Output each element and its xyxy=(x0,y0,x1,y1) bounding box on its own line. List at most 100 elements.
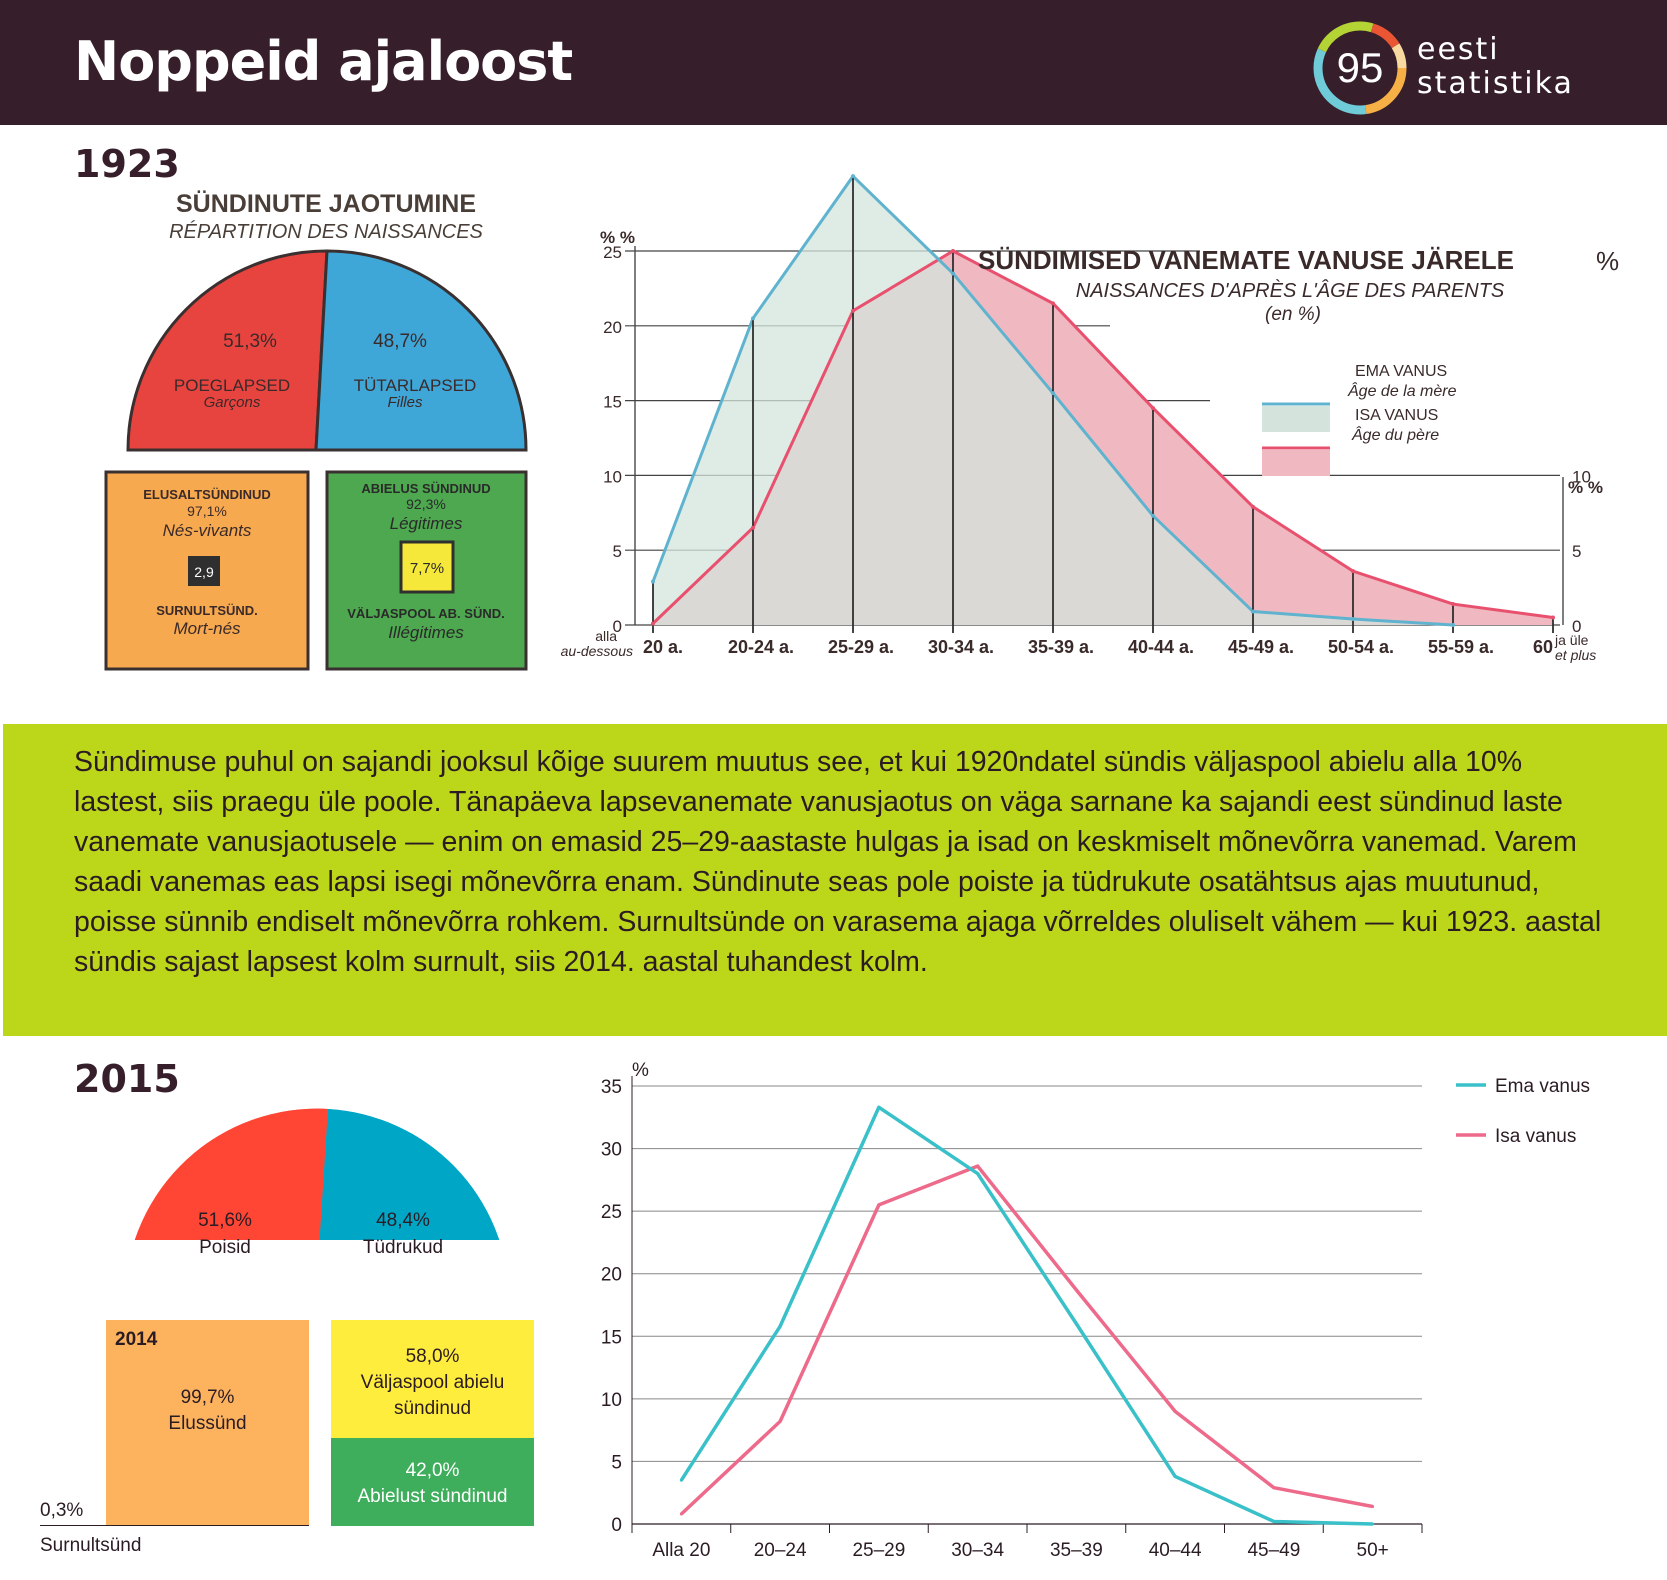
chart-1923-x-tick: 50-54 a. xyxy=(1328,637,1394,657)
chart-2015-point xyxy=(1074,1288,1078,1292)
logo-text-2: statistika xyxy=(1417,66,1574,101)
chart-2015-point xyxy=(976,1164,980,1168)
pie-2015-girls-slice-fill xyxy=(319,1109,500,1240)
pie-2015-labels xyxy=(134,1108,500,1240)
chart-2015-point xyxy=(976,1172,980,1176)
pie-1923-girls-slice xyxy=(314,249,528,452)
box-1923-out-label: VÄLJASPOOL AB. SÜND. xyxy=(347,606,504,621)
chart-1923-y-tick: 20 xyxy=(603,318,622,337)
chart-1923-point xyxy=(1151,406,1155,411)
chart-1923-legend-father: ISA VANUS xyxy=(1355,407,1438,424)
chart-2015-y-tick: 30 xyxy=(601,1140,622,1161)
chart-1923-x-last-2: et plus xyxy=(1555,647,1596,663)
box-2015-live xyxy=(106,1320,309,1526)
chart-1923-y-tick-right: 5 xyxy=(1572,542,1581,561)
still-label: Surnultsünd xyxy=(40,1535,142,1556)
pie-1923-boys-slice xyxy=(126,249,329,452)
chart-1923-x-tick: 60 xyxy=(1533,637,1553,657)
chart-2015-y-tick: 10 xyxy=(601,1390,622,1411)
chart-1923-point xyxy=(851,174,855,179)
box-1923-still-label: SURNULTSÜND. xyxy=(156,603,258,618)
chart-1923-x-tick: 20-24 a. xyxy=(728,637,794,657)
chart-2015-y-tick: 20 xyxy=(601,1265,622,1286)
header: Noppeid ajaloost 95 eesti statistika xyxy=(0,0,1667,125)
pie-1923-girls-label: TÜTARLAPSED xyxy=(354,376,477,395)
chart-1923-point xyxy=(1351,569,1355,574)
chart-1923-point xyxy=(951,249,955,253)
pie-1923-boys-label-fr: Garçons xyxy=(204,394,261,411)
pie-2015-boys-label: Poisid xyxy=(199,1237,251,1258)
summary-text: Sündimuse puhul on sajandi jooksul kõige… xyxy=(74,746,1602,978)
pie-1923-girls-pct: 48,7% xyxy=(373,331,427,352)
chart-1923-x-tick: 55-59 a. xyxy=(1428,637,1494,657)
chart-2015-series-line xyxy=(679,1105,1373,1526)
chart-1923-point xyxy=(651,621,655,626)
box-2015-out-label1: Väljaspool abielu xyxy=(360,1372,505,1393)
chart-2015-point xyxy=(1272,1486,1276,1490)
chart-1923-title: SÜNDIMISED VANEMATE VANUSE JÄRELE xyxy=(978,245,1514,275)
chart-2015-series-line xyxy=(680,1164,1373,1516)
chart-1923-point xyxy=(1451,623,1455,627)
chart-1923-point xyxy=(1051,301,1055,306)
chart-1923-y-tick: 15 xyxy=(603,393,622,412)
chart-2015-point xyxy=(1173,1409,1177,1413)
box-2015-out-pct: 58,0% xyxy=(405,1346,460,1367)
chart-2015-y-tick: 5 xyxy=(611,1452,622,1473)
chart-1923-legend-father-fr: Âge du père xyxy=(1351,425,1439,444)
chart-2015-legend-mother: Ema vanus xyxy=(1495,1076,1590,1097)
chart-1923-title-unit: % xyxy=(1596,246,1619,276)
chart-1923-x-last-1: ja üle xyxy=(1554,632,1589,648)
chart-1923-x-first-1: alla xyxy=(595,628,617,644)
box-2015-live-label: Elussünd xyxy=(168,1413,247,1434)
year-2015: 2015 xyxy=(74,1057,180,1101)
pie-2015-girls-label: Tüdrukud xyxy=(362,1237,444,1258)
chart-1923-point xyxy=(651,579,655,584)
chart-1923-legend-father-swatch xyxy=(1262,450,1330,476)
pie-1923-boys-pct: 51,3% xyxy=(223,331,277,352)
chart-1923-point xyxy=(1451,602,1455,607)
chart-1923: 0 5 10 15 20 25 0 5 10 20 a. 20-24 a. 25-29 a. 30-3… xyxy=(561,173,1619,663)
chart-1923-subtitle: NAISSANCES D'APRÈS L'ÂGE DES PARENTS xyxy=(1076,279,1505,302)
chart-2015: % 0 5 10 15 20 25 30 35 Alla 20 20–24 25–29 30–34 3… xyxy=(601,1060,1590,1561)
box-1923-out-pct: 7,7% xyxy=(410,560,444,577)
chart-1923-y-tick-right: 0 xyxy=(1572,617,1581,636)
year-1923: 1923 xyxy=(74,142,180,186)
chart-1923-x-tick: 20 a. xyxy=(643,637,683,657)
chart-1923-point xyxy=(751,316,755,321)
box-2015-live-year: 2014 xyxy=(115,1329,158,1350)
chart-2015-legend-father: Isa vanus xyxy=(1495,1126,1576,1147)
chart-1923-x-tick: 45-49 a. xyxy=(1228,637,1294,657)
box-2015-live-pct: 99,7% xyxy=(180,1387,235,1408)
box-1923-live: ELUSALTSÜNDINUD 97,1% Nés-vivants 2,9 SU… xyxy=(104,470,310,671)
box-1923-marital-label-fr: Légitimes xyxy=(390,514,463,533)
pie-1923-girls-label-fr: Filles xyxy=(387,394,423,411)
chart-1923-y-tick: 10 xyxy=(603,467,622,486)
chart-2015-x-tick: 50+ xyxy=(1357,1540,1389,1561)
box-1923-live-label: ELUSALTSÜNDINUD xyxy=(143,487,271,502)
chart-1923-y-tick: 25 xyxy=(603,243,622,262)
chart-1923-legend-mother-swatch xyxy=(1262,406,1330,432)
chart-2015-x-tick: 25–29 xyxy=(852,1540,905,1561)
chart-1923-point xyxy=(1351,617,1355,622)
chart-1923-legend-mother: EMA VANUS xyxy=(1355,363,1447,380)
chart-1923-point xyxy=(1251,504,1255,509)
box-2015-in xyxy=(331,1438,534,1526)
chart-1923-x-first-2: au-dessous xyxy=(561,643,633,659)
chart-1923-father-line xyxy=(651,249,1554,625)
chart-2015-point xyxy=(1173,1474,1177,1478)
box-1923-marital-pct: 92,3% xyxy=(406,496,446,512)
chart-2015-x-tick: Alla 20 xyxy=(652,1540,710,1561)
page-title: Noppeid ajaloost xyxy=(74,30,573,93)
chart-1923-x-tick: 35-39 a. xyxy=(1028,637,1094,657)
chart-1923-point xyxy=(851,308,855,313)
chart-1923-point xyxy=(1251,609,1255,614)
logo: 95 eesti statistika xyxy=(1310,18,1650,118)
logo-text-1: eesti xyxy=(1417,32,1500,67)
chart-1923-y-tick: 5 xyxy=(613,542,622,561)
chart-2015-x-tick: 30–34 xyxy=(951,1540,1004,1561)
chart-1923-y-tick-right: 10 xyxy=(1572,467,1591,486)
pie-1923-subtitle: RÉPARTITION DES NAISSANCES xyxy=(169,220,483,243)
chart-2015-x-tick: 40–44 xyxy=(1149,1540,1202,1561)
still-pct: 0,3% xyxy=(40,1500,84,1521)
chart-2015-point xyxy=(778,1324,782,1328)
